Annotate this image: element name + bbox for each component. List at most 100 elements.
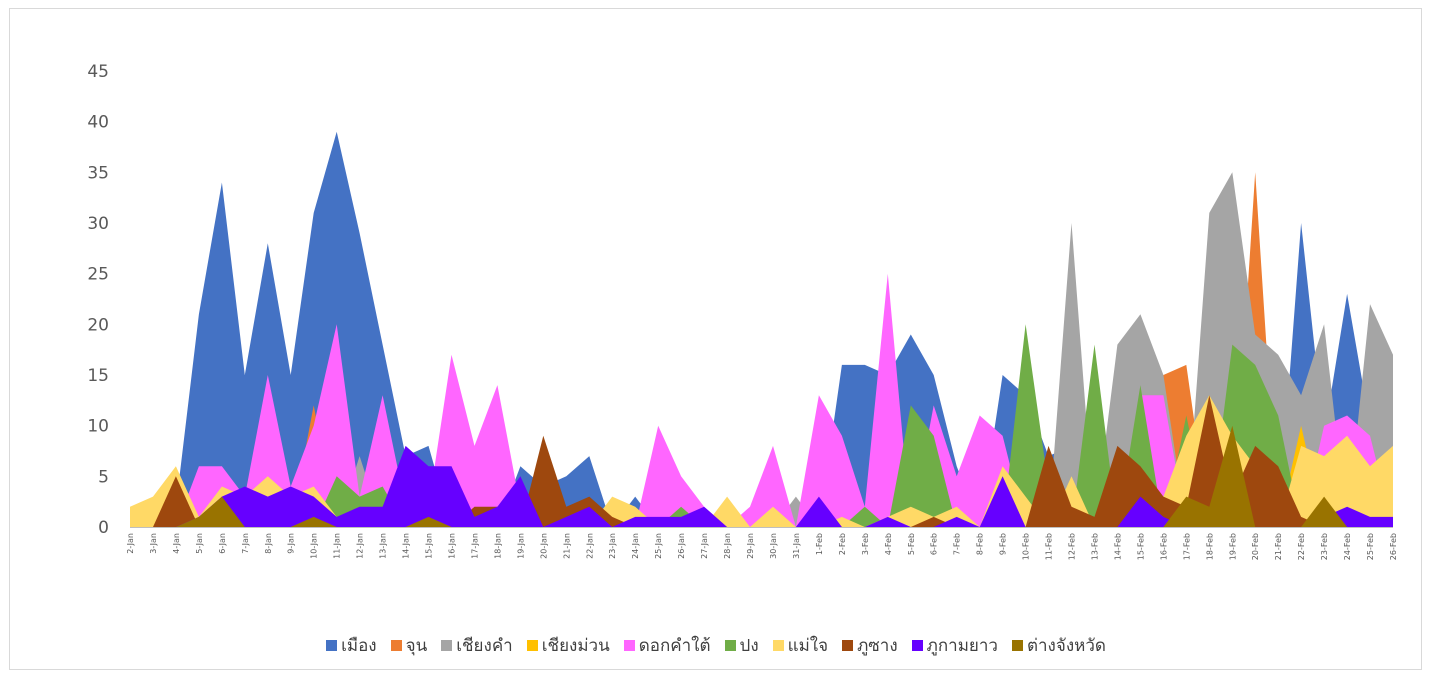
x-tick-label: 17-Jan xyxy=(470,533,479,559)
y-tick-label: 25 xyxy=(87,265,109,285)
area-series-7 xyxy=(130,395,1393,527)
x-tick-label: 6-Jan xyxy=(218,533,227,554)
x-tick-label: 16-Feb xyxy=(1159,533,1168,560)
x-tick-label: 9-Feb xyxy=(999,533,1008,555)
legend-label: ต่างจังหวัด xyxy=(1026,636,1106,656)
x-tick-label: 30-Jan xyxy=(769,533,778,559)
x-tick-label: 6-Feb xyxy=(930,533,939,555)
x-tick-label: 20-Jan xyxy=(539,533,548,559)
x-tick-label: 5-Feb xyxy=(907,533,916,555)
x-tick-label: 3-Feb xyxy=(861,533,870,555)
x-tick-label: 8-Feb xyxy=(976,533,985,555)
legend-item: ดอกคำใต้ xyxy=(623,632,711,659)
x-tick-label: 5-Jan xyxy=(195,533,204,554)
x-tick-label: 12-Jan xyxy=(356,533,365,559)
legend-swatch xyxy=(326,640,338,651)
legend-label: เชียงคำ xyxy=(456,636,513,656)
legend-item: จุน xyxy=(390,632,428,659)
x-tick-label: 4-Feb xyxy=(884,533,893,555)
legend-swatch xyxy=(911,640,923,651)
x-tick-label: 10-Feb xyxy=(1022,533,1031,560)
legend-swatch xyxy=(623,640,635,651)
series-areas xyxy=(130,131,1393,528)
x-tick-label: 9-Jan xyxy=(287,533,296,554)
x-tick-label: 4-Jan xyxy=(172,533,181,554)
y-tick-label: 0 xyxy=(98,518,109,538)
legend-item: ปง xyxy=(724,632,759,659)
legend-swatch xyxy=(526,640,538,651)
y-tick-label: 45 xyxy=(87,62,109,82)
x-tick-label: 19-Feb xyxy=(1228,533,1237,560)
area-series-6 xyxy=(130,395,1393,527)
x-tick-label: 19-Jan xyxy=(516,533,525,559)
x-tick-label: 11-Feb xyxy=(1045,533,1054,560)
legend-swatch xyxy=(390,640,402,651)
x-tick-label: 28-Jan xyxy=(723,533,732,559)
y-tick-label: 10 xyxy=(87,417,109,437)
legend-swatch xyxy=(724,640,736,651)
x-tick-label: 24-Jan xyxy=(631,533,640,559)
legend-item: ภูกามยาว xyxy=(911,632,998,659)
x-tick-label: 24-Feb xyxy=(1343,533,1352,560)
area-series-4 xyxy=(130,273,1393,527)
x-tick-label: 8-Jan xyxy=(264,533,273,554)
legend-item: เชียงม่วน xyxy=(526,632,610,659)
x-tick-label: 15-Feb xyxy=(1136,533,1145,560)
y-tick-label: 5 xyxy=(98,467,109,487)
x-tick-label: 29-Jan xyxy=(746,533,755,559)
x-tick-label: 22-Jan xyxy=(585,533,594,559)
y-tick-label: 30 xyxy=(87,214,109,234)
legend-swatch xyxy=(772,640,784,651)
x-tick-label: 12-Feb xyxy=(1068,533,1077,560)
x-tick-label: 20-Feb xyxy=(1251,533,1260,560)
x-tick-label: 16-Jan xyxy=(447,533,456,559)
x-tick-label: 7-Feb xyxy=(953,533,962,555)
legend-swatch xyxy=(1011,640,1023,651)
area-series-2 xyxy=(130,172,1393,528)
legend-label: เชียงม่วน xyxy=(541,636,610,656)
legend-swatch xyxy=(842,640,854,651)
legend-label: ปง xyxy=(739,636,759,656)
area-series-8 xyxy=(130,445,1393,527)
x-tick-label: 7-Jan xyxy=(241,533,250,554)
x-tick-label: 23-Feb xyxy=(1320,533,1329,560)
x-tick-label: 15-Jan xyxy=(425,533,434,559)
legend-label: ภูกามยาว xyxy=(926,636,998,656)
legend-label: ภูซาง xyxy=(857,636,898,656)
x-tick-label: 11-Jan xyxy=(333,533,342,559)
x-tick-label: 26-Jan xyxy=(677,533,686,559)
y-tick-label: 20 xyxy=(87,315,109,335)
legend-item: เชียงคำ xyxy=(441,632,513,659)
x-tick-label: 26-Feb xyxy=(1389,533,1398,560)
x-tick-label: 23-Jan xyxy=(608,533,617,559)
y-tick-label: 40 xyxy=(87,113,109,133)
x-tick-label: 14-Feb xyxy=(1113,533,1122,560)
x-tick-label: 1-Feb xyxy=(815,533,824,555)
x-tick-label: 2-Feb xyxy=(838,533,847,555)
x-tick-label: 25-Jan xyxy=(654,533,663,559)
x-tick-label: 27-Jan xyxy=(700,533,709,559)
chart-frame xyxy=(9,8,1422,670)
legend-item: แม่ใจ xyxy=(772,632,829,659)
x-tick-label: 17-Feb xyxy=(1182,533,1191,560)
legend-swatch xyxy=(441,640,453,651)
legend-label: เมือง xyxy=(341,636,377,656)
x-tick-label: 22-Feb xyxy=(1297,533,1306,560)
x-tick-label: 25-Feb xyxy=(1366,533,1375,560)
x-axis-tick-labels: 2-Jan 3-Jan 4-Jan 5-Jan 6-Jan 7-Jan 8-Jan 9-Jan… xyxy=(126,533,1398,560)
legend-label: จุน xyxy=(405,636,428,656)
x-tick-label: 2-Jan xyxy=(126,533,135,554)
legend-label: แม่ใจ xyxy=(787,636,829,656)
x-tick-label: 10-Jan xyxy=(310,533,319,559)
x-tick-label: 3-Jan xyxy=(149,533,158,554)
legend-item: เมือง xyxy=(326,632,377,659)
x-tick-label: 21-Jan xyxy=(562,533,571,559)
legend-label: ดอกคำใต้ xyxy=(638,636,711,656)
x-tick-label: 18-Jan xyxy=(493,533,502,559)
x-tick-label: 14-Jan xyxy=(402,533,411,559)
x-tick-label: 31-Jan xyxy=(792,533,801,559)
legend-item: ภูซาง xyxy=(842,632,898,659)
x-tick-label: 13-Feb xyxy=(1090,533,1099,560)
y-tick-label: 35 xyxy=(87,163,109,183)
